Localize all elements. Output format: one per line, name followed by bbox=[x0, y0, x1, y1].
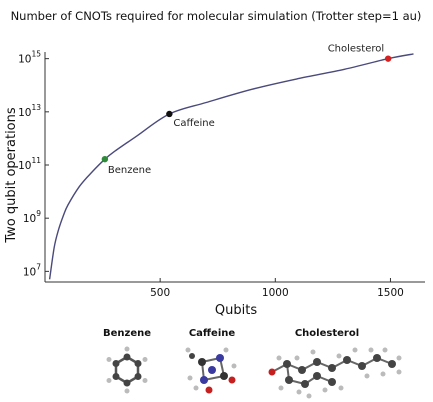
y-tick-label: 1015 bbox=[18, 50, 41, 66]
y-ticks: 107 109 1011 1013 1015 bbox=[18, 50, 49, 278]
x-tick-label: 500 bbox=[150, 287, 170, 299]
caffeine-molecule-image bbox=[185, 347, 237, 394]
data-label-caffeine: Caffeine bbox=[173, 118, 214, 129]
molecule-label-cholesterol: Cholesterol bbox=[295, 328, 359, 339]
y-tick-label: 109 bbox=[23, 209, 41, 225]
y-tick-label: 1011 bbox=[18, 156, 41, 172]
molecule-label-benzene: Benzene bbox=[103, 328, 151, 339]
data-point-benzene bbox=[101, 155, 109, 163]
x-tick-label: 1000 bbox=[262, 287, 289, 299]
y-axis-label: Two qubit operations bbox=[4, 107, 19, 244]
molecule-label-caffeine: Caffeine bbox=[189, 328, 236, 339]
data-label-benzene: Benzene bbox=[108, 165, 151, 176]
benzene-molecule-image bbox=[106, 346, 148, 394]
y-tick-label: 1013 bbox=[18, 103, 41, 119]
series-line bbox=[48, 53, 414, 280]
data-points: Benzene Caffeine Cholesterol bbox=[101, 44, 392, 176]
cholesterol-molecule-image bbox=[268, 347, 402, 399]
data-label-cholesterol: Cholesterol bbox=[328, 44, 384, 55]
data-point-cholesterol bbox=[384, 55, 392, 62]
chart-title: Number of CNOTs required for molecular s… bbox=[11, 9, 422, 23]
x-ticks: 500 1000 1500 bbox=[150, 278, 404, 299]
x-tick-label: 1500 bbox=[377, 287, 404, 299]
data-point-caffeine bbox=[166, 110, 173, 118]
y-tick-label: 107 bbox=[23, 262, 41, 278]
x-axis-label: Qubits bbox=[215, 303, 257, 318]
